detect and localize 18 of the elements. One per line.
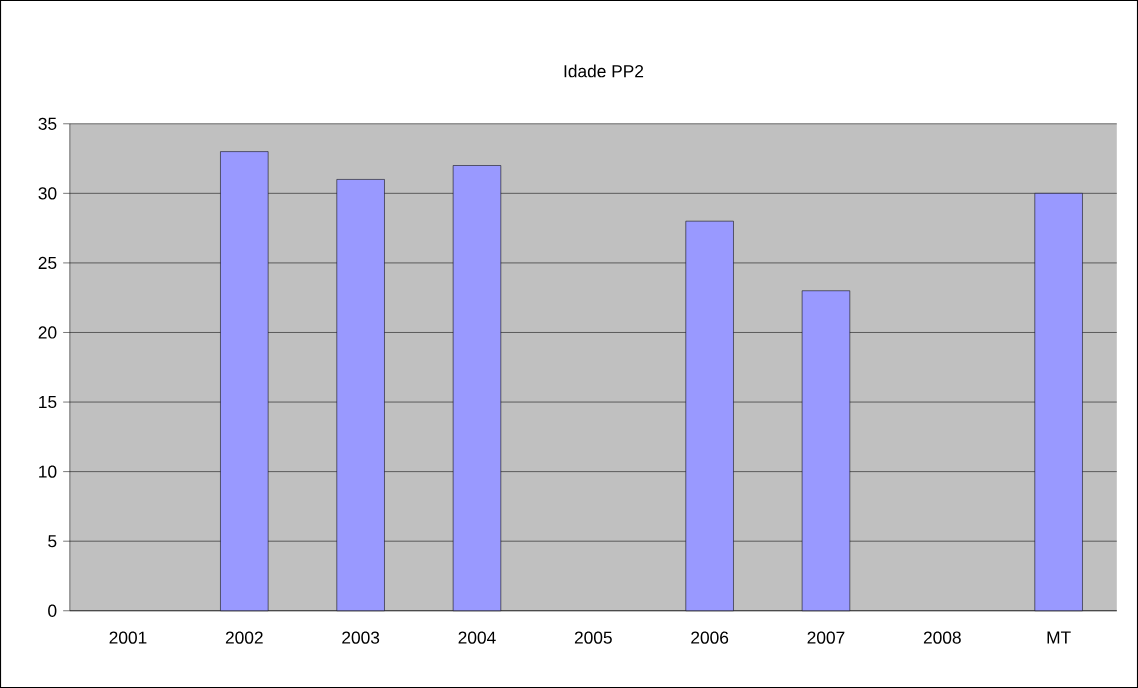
- x-tick-label: 2003: [342, 631, 380, 644]
- x-tick-label: 2008: [923, 631, 961, 644]
- x-tick-label: 2004: [458, 631, 496, 644]
- y-tick-label: 10: [39, 465, 57, 478]
- y-tick-label: 30: [38, 187, 57, 200]
- y-tick-label: 0: [48, 604, 57, 617]
- x-tick-label: 2001: [109, 631, 147, 644]
- y-tick-label: 20: [38, 326, 57, 339]
- x-tick-label: MT: [1047, 631, 1071, 644]
- x-tick-label: 2006: [691, 631, 729, 644]
- x-tick-label: 2007: [807, 631, 845, 644]
- x-tick-label: 2005: [574, 631, 612, 644]
- y-tick-label: 5: [48, 535, 57, 548]
- y-tick-label: 25: [38, 256, 57, 270]
- x-tick-label: 2002: [225, 631, 263, 644]
- y-tick-label: 35: [38, 117, 57, 130]
- chart-title: Idade PP2: [564, 64, 644, 78]
- y-tick-label: 15: [39, 396, 57, 409]
